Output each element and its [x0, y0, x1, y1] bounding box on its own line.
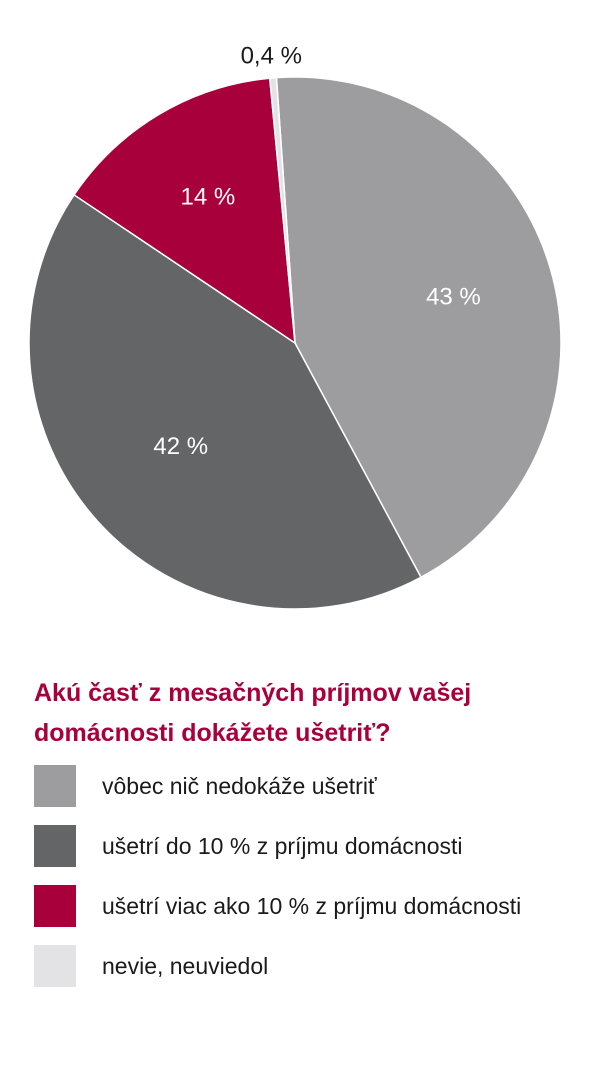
legend: vôbec nič nedokáže ušetriť ušetrí do 10 … [34, 765, 574, 1005]
legend-swatch [34, 945, 76, 987]
legend-swatch [34, 885, 76, 927]
legend-swatch [34, 765, 76, 807]
legend-item-none: vôbec nič nedokáže ušetriť [34, 765, 574, 809]
legend-label: ušetrí viac ako 10 % z príjmu domácnosti [102, 893, 522, 919]
legend-item-unknown: nevie, neuviedol [34, 945, 574, 989]
pie-slice-unknown [268, 76, 296, 344]
legend-label: vôbec nič nedokáže ušetriť [102, 773, 377, 799]
data-label-unknown: 0,4 % [241, 42, 302, 69]
legend-item-over-10: ušetrí viac ako 10 % z príjmu domácnosti [34, 885, 574, 929]
pie-slice-over-10 [73, 77, 296, 345]
data-label-over-10: 14 % [180, 183, 235, 210]
legend-label: ušetrí do 10 % z príjmu domácnosti [102, 833, 463, 859]
pie-slice-none [275, 76, 562, 579]
legend-swatch [34, 825, 76, 867]
data-label-up-to-10: 42 % [153, 433, 208, 460]
data-label-none: 43 % [426, 284, 481, 311]
pie-chart: 43 % 42 % 14 % 0,4 % [28, 42, 562, 610]
legend-label: nevie, neuviedol [102, 953, 269, 979]
legend-item-up-to-10: ušetrí do 10 % z príjmu domácnosti [34, 825, 574, 869]
chart-title: Akú časť z mesačných príjmov vašej domác… [34, 679, 472, 747]
pie-slice-up-to-10 [28, 193, 422, 610]
